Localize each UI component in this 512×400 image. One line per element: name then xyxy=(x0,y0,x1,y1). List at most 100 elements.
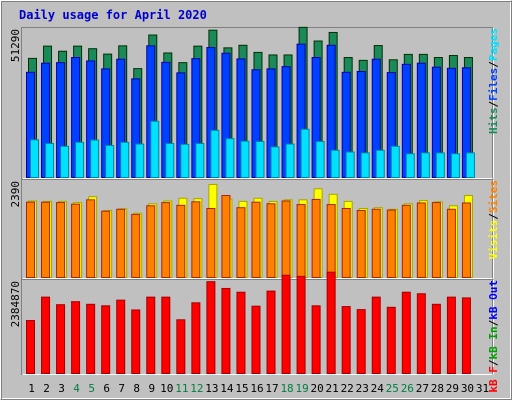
y-max-label-hits_files_pages: 51290 xyxy=(9,29,22,62)
x-tick-label-day-27: 27 xyxy=(416,382,429,395)
x-tick-label-day-14: 14 xyxy=(220,382,234,395)
bar-pages-day-30 xyxy=(465,152,475,178)
x-tick-label-day-16: 16 xyxy=(250,382,263,395)
legend-item-sites: Sites xyxy=(487,180,500,213)
legend-item-kbf: kB F xyxy=(487,366,500,393)
bar-kbf-day-14 xyxy=(221,287,231,375)
x-tick-label-day-9: 9 xyxy=(148,382,155,395)
x-tick-label-day-29: 29 xyxy=(446,382,459,395)
bar-sites-day-18 xyxy=(281,200,291,278)
bar-pages-day-26 xyxy=(405,153,415,179)
bar-sites-day-19 xyxy=(296,204,306,278)
bar-sites-day-4 xyxy=(71,203,81,278)
bar-pages-day-2 xyxy=(45,142,55,178)
bar-kbf-day-19 xyxy=(296,275,306,374)
bar-sites-day-9 xyxy=(146,205,156,278)
x-tick-label-day-4: 4 xyxy=(73,382,80,395)
chart-title: Daily usage for April 2020 xyxy=(19,8,207,22)
bar-sites-day-24 xyxy=(371,208,381,278)
chart-panels: 51290Hits/Files/Pages2390Visits/Sites238… xyxy=(9,26,500,393)
legend-item-separator: / xyxy=(487,101,500,108)
bar-pages-day-14 xyxy=(225,138,235,178)
bar-kbf-day-25 xyxy=(386,306,396,375)
bar-kbf-day-7 xyxy=(116,299,126,374)
bar-pages-day-19 xyxy=(300,128,310,178)
bar-kbf-day-4 xyxy=(71,301,81,374)
bar-sites-day-27 xyxy=(416,202,426,278)
bar-sites-day-12 xyxy=(191,201,201,278)
bar-pages-day-12 xyxy=(195,142,205,178)
bar-sites-day-16 xyxy=(251,201,261,278)
x-tick-label-day-6: 6 xyxy=(103,382,110,395)
bar-pages-day-1 xyxy=(30,139,39,179)
bar-kbf-day-1 xyxy=(26,320,35,374)
bar-sites-day-22 xyxy=(341,207,351,279)
panel-visits_sites: 2390 Visits/Sites xyxy=(9,179,500,279)
bar-pages-day-13 xyxy=(210,129,220,178)
bar-pages-day-16 xyxy=(255,140,265,178)
y-max-label-visits_sites: 2390 xyxy=(9,181,22,208)
x-tick-label-day-21: 21 xyxy=(326,382,339,395)
bar-pages-day-7 xyxy=(120,141,130,179)
bar-pages-day-15 xyxy=(240,140,250,179)
x-tick-label-day-24: 24 xyxy=(371,382,385,395)
x-tick-label-day-7: 7 xyxy=(118,382,125,395)
bar-pages-day-9 xyxy=(150,120,160,179)
x-tick-label-day-17: 17 xyxy=(265,382,278,395)
bar-kbf-day-11 xyxy=(176,319,186,374)
bar-sites-day-13 xyxy=(206,207,216,279)
legend-hits_files_pages: Hits/Files/Pages xyxy=(487,28,500,134)
legend-item-separator: / xyxy=(487,61,500,68)
bar-pages-day-10 xyxy=(165,142,175,178)
bar-sites-day-7 xyxy=(116,208,126,278)
bar-kbf-day-15 xyxy=(236,291,246,374)
bar-kbf-day-13 xyxy=(206,281,216,375)
bar-pages-day-4 xyxy=(75,141,85,179)
legend-item-separator: / xyxy=(487,213,500,220)
bar-sites-day-23 xyxy=(356,209,366,278)
bar-sites-day-2 xyxy=(41,201,51,278)
bar-sites-day-20 xyxy=(311,198,321,278)
bar-pages-day-11 xyxy=(180,143,190,178)
x-tick-label-day-13: 13 xyxy=(205,382,218,395)
x-tick-label-day-26: 26 xyxy=(401,382,414,395)
bar-kbf-day-3 xyxy=(56,304,66,374)
bar-pages-day-3 xyxy=(60,145,70,179)
bar-sites-day-15 xyxy=(236,207,246,278)
bar-kbf-day-27 xyxy=(416,293,426,374)
x-tick-label-day-18: 18 xyxy=(280,382,293,395)
legend-item-pages: Pages xyxy=(487,28,500,61)
bar-pages-day-29 xyxy=(450,153,460,179)
x-tick-label-day-22: 22 xyxy=(341,382,354,395)
bar-sites-day-10 xyxy=(161,202,171,279)
bar-pages-day-17 xyxy=(270,146,280,178)
bar-sites-day-1 xyxy=(26,201,35,278)
x-tick-label-day-2: 2 xyxy=(43,382,50,395)
x-tick-label-day-28: 28 xyxy=(431,382,444,395)
x-axis-labels: 1 2 3 4 5 6 7 8 9 10 11 12 13 14 15 16 17 18 19 20 21 22 23 24 2… xyxy=(28,382,489,395)
bar-sites-day-11 xyxy=(176,204,186,278)
bar-kbf-day-17 xyxy=(266,290,276,374)
legend-item-separator: / xyxy=(487,319,500,326)
bar-sites-day-17 xyxy=(266,203,276,279)
x-tick-label-day-10: 10 xyxy=(160,382,173,395)
bar-pages-day-28 xyxy=(435,152,445,178)
bar-kbf-day-28 xyxy=(431,303,441,374)
x-tick-label-day-19: 19 xyxy=(295,382,308,395)
legend-item-hits: Hits xyxy=(487,108,500,135)
y-max-label-kbf_in_out: 2384870 xyxy=(9,281,22,327)
bar-sites-day-28 xyxy=(431,202,441,279)
x-tick-label-day-15: 15 xyxy=(235,382,248,395)
bar-kbf-day-9 xyxy=(146,296,156,375)
bar-pages-day-18 xyxy=(285,143,295,178)
bar-sites-day-8 xyxy=(131,213,141,279)
bar-kbf-day-6 xyxy=(101,305,111,375)
bar-sites-day-25 xyxy=(386,209,396,278)
legend-item-kbin: kB In xyxy=(487,326,500,359)
bar-kbf-day-21 xyxy=(326,271,336,375)
legend-item-files: Files xyxy=(487,68,500,101)
x-tick-label-day-23: 23 xyxy=(356,382,369,395)
